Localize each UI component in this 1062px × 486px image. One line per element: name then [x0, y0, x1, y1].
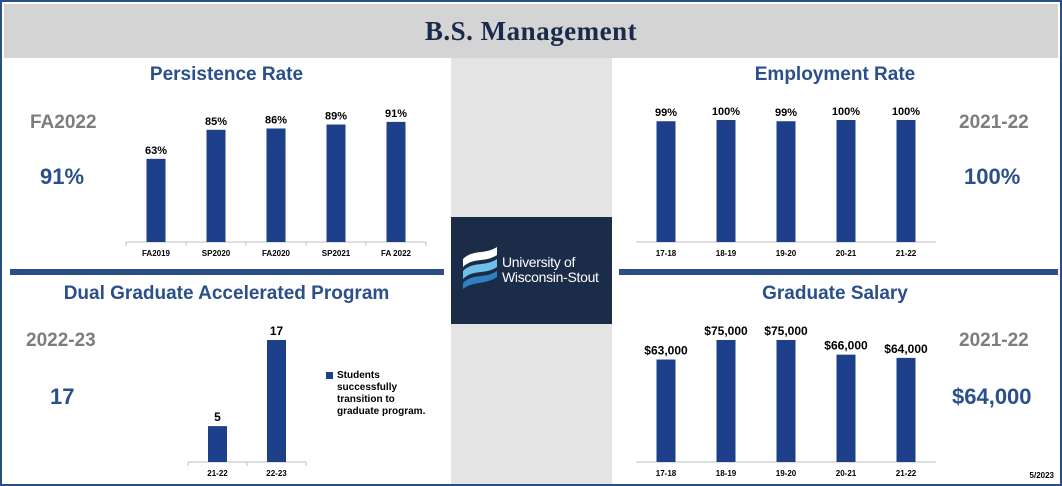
- employment-category-label: 21-22: [896, 249, 917, 258]
- employment-title: Employment Rate: [754, 64, 916, 85]
- salary-category-label: 20-21: [836, 469, 857, 478]
- footnote: 5/2023: [1029, 471, 1054, 480]
- salary-category-label: 19-20: [776, 469, 797, 478]
- salary-bar: [836, 354, 856, 462]
- persistence-category-label: FA 2022: [381, 249, 411, 258]
- employment-side-label: 2021-22: [959, 112, 1029, 133]
- salary-chart: $63,000 17-18 $75,000 18-19 $75,000 19-20 $66,…: [636, 324, 936, 478]
- dual-bar: [267, 340, 286, 462]
- salary-category-label: 17-18: [656, 469, 677, 478]
- employment-data-label: 100%: [832, 106, 860, 118]
- persistence-category-label: SP2020: [202, 249, 231, 258]
- flag-icon: [463, 247, 497, 289]
- dual-side-value: 17: [50, 384, 75, 409]
- employment-category-label: 18-19: [716, 249, 737, 258]
- salary-bar: [716, 340, 736, 462]
- persistence-title: Persistence Rate: [149, 64, 304, 85]
- salary-data-label: $64,000: [884, 342, 928, 356]
- persistence-bar: [146, 158, 166, 242]
- employment-side-value: 100%: [964, 164, 1021, 189]
- salary-side-label: 2021-22: [959, 330, 1029, 351]
- university-logo: University of Wisconsin-Stout: [451, 217, 612, 324]
- salary-data-label: $66,000: [824, 339, 868, 353]
- salary-bar: [656, 359, 676, 462]
- employment-chart: 99% 17-18 100% 18-19 99% 19-20 100% 20-21 100% 21…: [636, 106, 936, 258]
- dual-data-label: 5: [214, 410, 221, 424]
- right-divider: [619, 269, 1058, 275]
- employment-bar: [836, 120, 856, 242]
- employment-bar: [656, 121, 676, 242]
- persistence-side-value: 91%: [40, 164, 85, 189]
- dual-side-label: 2022-23: [26, 330, 96, 351]
- salary-category-label: 18-19: [716, 469, 737, 478]
- page-title: B.S. Management: [424, 15, 638, 46]
- employment-bar: [776, 121, 796, 242]
- salary-side-value: $64,000: [952, 384, 1032, 409]
- employment-data-label: 100%: [712, 106, 740, 118]
- employment-category-label: 17-18: [656, 249, 677, 258]
- persistence-category-label: FA2019: [142, 249, 171, 258]
- persistence-data-label: 91%: [385, 108, 407, 120]
- dual-category-label: 21-22: [207, 469, 228, 478]
- salary-title: Graduate Salary: [762, 283, 908, 304]
- legend-swatch: [326, 372, 333, 379]
- employment-bar: [716, 120, 736, 242]
- persistence-bar: [386, 121, 406, 242]
- salary-bar: [896, 357, 916, 462]
- salary-data-label: $75,000: [704, 324, 748, 338]
- legend-text: Students successfully transition to grad…: [337, 370, 426, 417]
- employment-category-label: 19-20: [776, 249, 797, 258]
- employment-data-label: 99%: [775, 107, 797, 119]
- persistence-data-label: 63%: [145, 145, 167, 157]
- persistence-bar: [266, 128, 286, 242]
- employment-data-label: 100%: [892, 106, 920, 118]
- logo-line-1: University of: [502, 254, 576, 270]
- dual-category-label: 22-23: [266, 469, 287, 478]
- salary-data-label: $75,000: [764, 324, 808, 338]
- salary-data-label: $63,000: [644, 344, 688, 358]
- employment-category-label: 20-21: [836, 249, 857, 258]
- employment-data-label: 99%: [655, 107, 677, 119]
- left-divider: [10, 269, 444, 275]
- persistence-category-label: FA2020: [262, 249, 291, 258]
- persistence-data-label: 89%: [325, 111, 347, 123]
- dual-bar: [208, 426, 227, 462]
- dual-chart: 5 21-22 17 22-23: [187, 324, 307, 478]
- persistence-side-label: FA2022: [30, 112, 97, 133]
- salary-category-label: 21-22: [896, 469, 917, 478]
- employment-bar: [896, 120, 916, 242]
- persistence-data-label: 85%: [205, 116, 227, 128]
- persistence-bar: [326, 124, 346, 242]
- dual-data-label: 17: [270, 324, 284, 338]
- logo-text: University of Wisconsin-Stout: [502, 255, 599, 285]
- dual-title: Dual Graduate Accelerated Program: [63, 283, 390, 304]
- persistence-bar: [206, 129, 226, 242]
- header-bar: B.S. Management: [4, 4, 1058, 58]
- persistence-data-label: 86%: [265, 114, 287, 126]
- salary-bar: [776, 340, 796, 462]
- persistence-category-label: SP2021: [322, 249, 351, 258]
- logo-line-2: Wisconsin-Stout: [502, 269, 599, 285]
- persistence-chart: 63% FA2019 85% SP2020 86% FA2020 89% SP2021 91% F…: [125, 108, 427, 258]
